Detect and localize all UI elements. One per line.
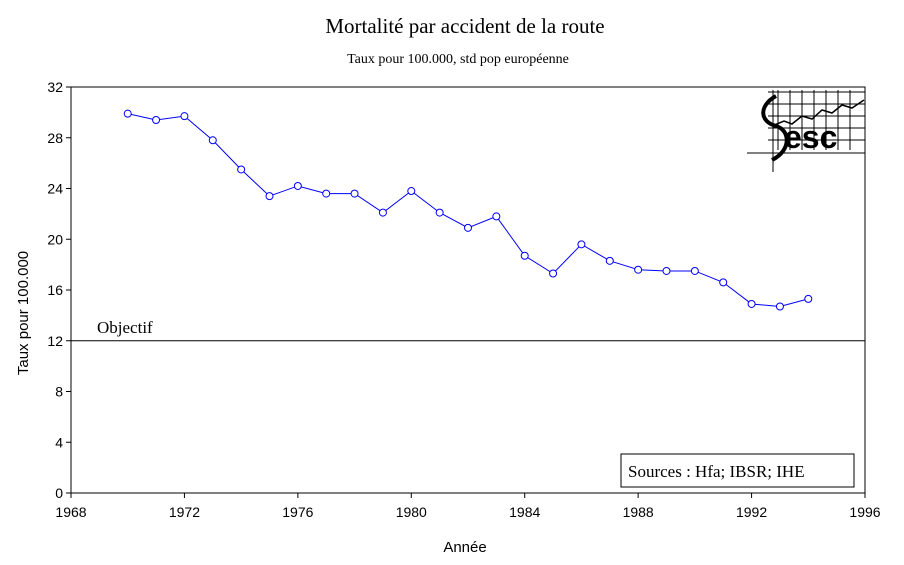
y-tick-label: 8 [55,384,63,400]
data-point [435,208,444,217]
data-point [747,299,756,308]
data-point [237,165,246,174]
data-point [464,223,472,232]
data-point [265,192,274,201]
data-point [520,251,529,260]
chart-title: Mortalité par accident de la route [325,14,604,38]
y-axis: 0 4 8 12 16 20 24 28 32 [47,79,71,501]
y-tick-label: 28 [47,130,63,146]
x-axis: 1968 1972 1976 1980 1984 1988 1992 1996 [55,493,881,520]
data-point [123,109,132,118]
data-point [804,294,813,303]
x-tick-label: 1976 [282,504,313,520]
data-point [322,189,331,198]
logo-text: esc [784,119,837,155]
series-line-group [123,109,813,311]
x-tick-label: 1996 [849,504,880,520]
data-point [407,187,416,196]
data-point [719,278,728,287]
x-tick-label: 1988 [623,504,654,520]
logo: esc [747,90,865,172]
x-axis-label: Année [443,539,486,556]
x-tick-label: 1968 [55,504,86,520]
data-point [690,266,699,275]
data-point [180,112,189,121]
data-point [577,240,586,249]
objective-label: Objectif [97,318,153,337]
y-tick-label: 16 [47,282,63,298]
data-point [605,256,614,265]
data-point [775,302,784,311]
x-tick-label: 1984 [509,504,540,520]
y-tick-label: 24 [47,181,63,197]
y-tick-label: 32 [47,79,63,95]
y-tick-label: 20 [47,231,63,247]
data-point [634,265,643,274]
y-tick-label: 12 [47,333,63,349]
y-axis-label: Taux pour 100.000 [15,251,32,375]
source-note: Sources : Hfa; IBSR; IHE [628,462,805,481]
data-point [293,181,302,190]
data-point [662,266,671,275]
x-tick-label: 1972 [169,504,200,520]
data-point [152,115,161,124]
x-tick-label: 1992 [736,504,767,520]
x-tick-label: 1980 [396,504,427,520]
chart-subtitle: Taux pour 100.000, std pop européenne [347,52,569,67]
data-point [378,208,387,217]
y-tick-label: 4 [55,434,63,450]
data-point [208,136,217,145]
y-tick-label: 0 [55,485,63,501]
source-box [620,453,855,488]
series-line [127,113,809,307]
data-point [350,189,359,198]
data-point [492,212,501,221]
data-point [549,269,558,278]
plot-frame [70,86,866,494]
